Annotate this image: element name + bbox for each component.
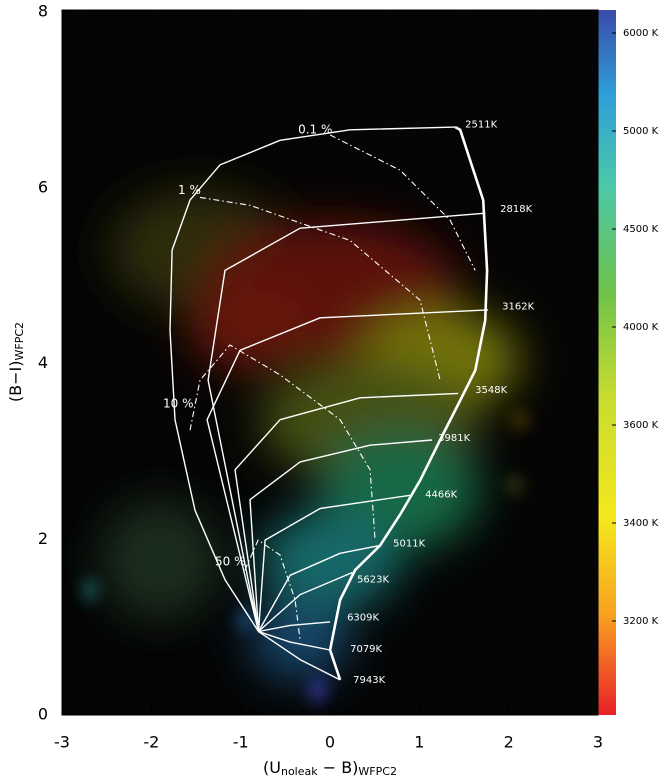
model-curve bbox=[328, 125, 489, 681]
y-tick-label: 4 bbox=[38, 353, 48, 372]
model-curve bbox=[329, 134, 476, 271]
fraction-label: 1 % bbox=[178, 183, 201, 197]
x-tick-label: 1 bbox=[414, 733, 424, 752]
x-label-sub: noleak bbox=[281, 765, 318, 778]
fraction-label: 10 % bbox=[163, 396, 194, 410]
colorbar-label: 5000 K bbox=[623, 126, 659, 137]
colorbar-label: 3200 K bbox=[623, 616, 659, 627]
y-tick-label: 2 bbox=[38, 529, 48, 548]
temperature-label: 2511K bbox=[465, 119, 497, 130]
model-curve bbox=[258, 621, 331, 633]
temperature-label: 5623K bbox=[357, 575, 389, 586]
colorbar-label: 3600 K bbox=[623, 420, 659, 431]
model-curve bbox=[257, 494, 411, 632]
model-curve bbox=[234, 392, 459, 632]
x-tick-label: -1 bbox=[233, 733, 249, 752]
model-curve bbox=[189, 344, 376, 541]
temperature-label: 7079K bbox=[350, 644, 382, 655]
x-tick-label: 2 bbox=[504, 733, 514, 752]
y-label-sub: WFPC2 bbox=[13, 322, 26, 361]
model-curve bbox=[258, 571, 353, 633]
colorbar-label: 3400 K bbox=[623, 518, 659, 529]
model-curve bbox=[244, 539, 301, 641]
y-tick-label: 8 bbox=[38, 2, 48, 21]
temperature-label: 2818K bbox=[500, 204, 532, 215]
x-label-part: − B) bbox=[318, 758, 359, 777]
model-curve bbox=[257, 544, 381, 632]
temperature-label: 3162K bbox=[502, 301, 534, 312]
x-label-sub: WFPC2 bbox=[358, 765, 397, 778]
temperature-label: 5011K bbox=[393, 539, 425, 550]
model-curve bbox=[206, 309, 489, 632]
colorbar-label: 4500 K bbox=[623, 224, 659, 235]
temperature-label: 3548K bbox=[475, 385, 507, 396]
fraction-label: 0.1 % bbox=[298, 122, 332, 136]
temperature-label: 3981K bbox=[438, 433, 470, 444]
y-axis-label: (B−I)WFPC2 bbox=[6, 322, 27, 402]
temperature-label: 6309K bbox=[347, 612, 379, 623]
y-label-part: (B−I) bbox=[6, 360, 25, 402]
temperature-label: 7943K bbox=[353, 675, 385, 686]
x-label-part: (U bbox=[263, 758, 281, 777]
model-curve bbox=[258, 630, 331, 651]
temperature-label: 4466K bbox=[425, 489, 457, 500]
model-curve bbox=[249, 439, 433, 632]
y-tick-label: 6 bbox=[38, 177, 48, 196]
model-curve bbox=[258, 630, 341, 681]
x-tick-label: -2 bbox=[143, 733, 159, 752]
fraction-label: 50 % bbox=[215, 555, 246, 569]
colorbar bbox=[598, 10, 616, 715]
colorbar-label: 6000 K bbox=[623, 28, 659, 39]
background-image bbox=[61, 9, 616, 716]
x-tick-label: 0 bbox=[325, 733, 335, 752]
y-tick-label: 0 bbox=[38, 705, 48, 724]
model-curve bbox=[207, 212, 486, 632]
colorbar-label: 4000 K bbox=[623, 322, 659, 333]
model-curve bbox=[169, 126, 456, 632]
x-axis-label: (Unoleak − B)WFPC2 bbox=[263, 758, 397, 779]
x-tick-label: -3 bbox=[54, 733, 70, 752]
x-tick-label: 3 bbox=[593, 733, 603, 752]
